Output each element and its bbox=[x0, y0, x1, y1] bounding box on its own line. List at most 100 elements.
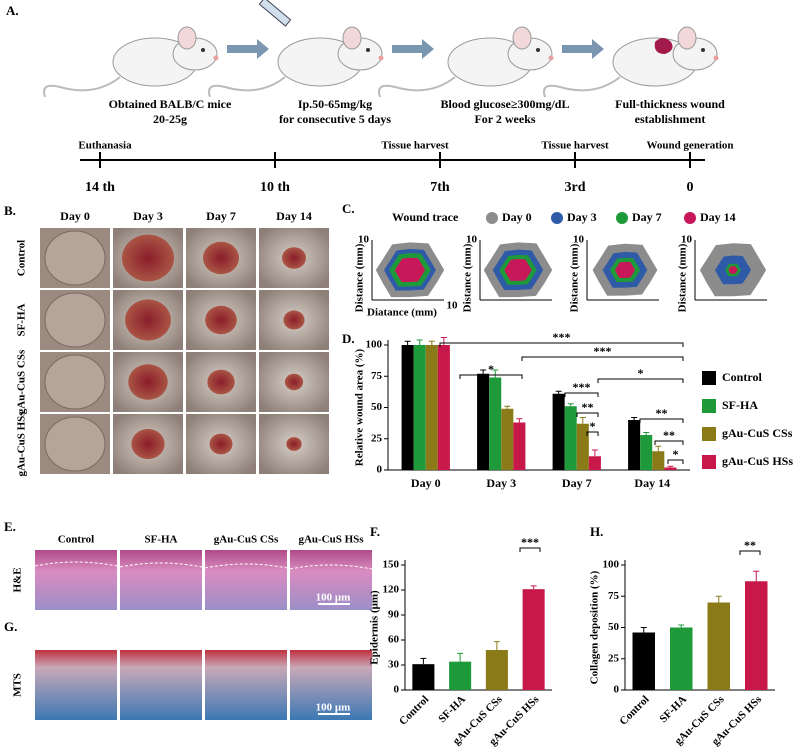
bar bbox=[401, 345, 414, 470]
significance-bracket bbox=[586, 431, 599, 436]
significance-bracket bbox=[576, 412, 599, 417]
mouse-icon bbox=[378, 26, 554, 98]
bar bbox=[449, 661, 472, 690]
y-axis-label: Distance (mm) bbox=[677, 243, 689, 312]
wound bbox=[205, 305, 237, 335]
bar bbox=[564, 406, 577, 470]
legend-dot bbox=[551, 212, 563, 224]
y-tick-label: 100 bbox=[366, 339, 383, 351]
wound bbox=[284, 373, 304, 391]
error-bar bbox=[480, 369, 487, 374]
column-header: gAu-CuS CSs bbox=[214, 534, 279, 546]
bar bbox=[652, 451, 665, 470]
column-header: Day 14 bbox=[276, 209, 312, 223]
error-bar bbox=[420, 657, 427, 665]
mouse-tail bbox=[543, 76, 621, 98]
bar bbox=[664, 467, 677, 470]
significance-bracket bbox=[521, 356, 684, 361]
significance-bracket bbox=[739, 550, 761, 555]
y-tick-label: 30 bbox=[388, 659, 400, 671]
legend-label: gAu-CuS CSs bbox=[722, 426, 793, 440]
y-axis-label: Epidermis (μm) bbox=[369, 590, 381, 665]
histology-image bbox=[205, 550, 287, 610]
epidermis-line bbox=[34, 561, 118, 567]
column-header: SF-HA bbox=[145, 534, 178, 546]
error-bar bbox=[504, 405, 511, 409]
y-tick-label: 50 bbox=[371, 401, 383, 413]
bar bbox=[632, 632, 655, 690]
axis-tick: 10 bbox=[447, 300, 459, 312]
epidermis-line bbox=[119, 562, 203, 568]
syringe bbox=[258, 0, 292, 27]
error-bar bbox=[678, 624, 685, 628]
y-tick-label: 150 bbox=[383, 559, 400, 571]
wound-trace bbox=[614, 261, 636, 279]
histology-image bbox=[290, 550, 372, 610]
bar bbox=[522, 589, 545, 690]
bar bbox=[576, 423, 589, 470]
y-axis-label: Distance (mm) bbox=[462, 243, 474, 312]
mouse-eye bbox=[201, 48, 205, 52]
wound bbox=[282, 247, 306, 269]
legend-label: Day 7 bbox=[632, 210, 662, 224]
bar bbox=[477, 373, 490, 470]
step-caption: Obtained BALB/C mice bbox=[109, 97, 232, 111]
step-caption: For 2 weeks bbox=[474, 112, 535, 126]
column-header: Day 0 bbox=[60, 209, 90, 223]
mouse-ear bbox=[342, 26, 362, 50]
error-bar bbox=[428, 340, 435, 345]
x-tick-label: Day 0 bbox=[411, 476, 441, 490]
mouse-eye bbox=[366, 48, 370, 52]
panel-label: B. bbox=[4, 203, 16, 218]
x-tick-label: Control bbox=[397, 693, 431, 727]
bar bbox=[425, 345, 438, 470]
x-axis-label: Diatance (mm) bbox=[367, 307, 437, 319]
bar bbox=[628, 420, 641, 470]
y-axis-label: Distance (mm) bbox=[354, 243, 366, 312]
bar bbox=[670, 627, 693, 690]
wound bbox=[125, 299, 171, 341]
x-tick-label: Day 7 bbox=[562, 476, 592, 490]
mouse-nose bbox=[378, 55, 384, 61]
step-caption: Full-thickness wound bbox=[615, 97, 725, 111]
timeline-day: 3rd bbox=[565, 180, 586, 195]
mouse-tail bbox=[208, 76, 286, 98]
column-header: Control bbox=[58, 534, 94, 546]
error-bar bbox=[579, 417, 586, 424]
step-caption: Blood glucose≥300mg/dL bbox=[441, 97, 570, 111]
row-label: MTS bbox=[12, 673, 24, 697]
legend-title: Wound trace bbox=[392, 210, 459, 224]
wound-trace bbox=[504, 258, 532, 281]
panel-label: C. bbox=[342, 201, 355, 216]
error-bar bbox=[492, 369, 499, 378]
scale-label: 100 μm bbox=[316, 702, 351, 714]
error-bar bbox=[416, 339, 423, 345]
bar bbox=[745, 581, 768, 690]
error-bar bbox=[440, 337, 447, 345]
legend-label: Day 14 bbox=[700, 210, 736, 224]
bar bbox=[485, 650, 508, 690]
skin-flap bbox=[44, 230, 106, 286]
skin-flap bbox=[44, 354, 106, 410]
wound bbox=[122, 234, 174, 282]
legend-dot bbox=[684, 212, 696, 224]
bar bbox=[437, 345, 450, 470]
bar bbox=[489, 377, 502, 470]
mouse-eye bbox=[536, 48, 540, 52]
error-bar bbox=[667, 465, 674, 468]
column-header: Day 3 bbox=[133, 209, 163, 223]
significance-bracket bbox=[667, 459, 684, 464]
legend-swatch bbox=[702, 399, 716, 413]
significance-label: ** bbox=[744, 538, 756, 552]
histology-image bbox=[120, 650, 202, 720]
axis-tick: 10 bbox=[358, 234, 370, 246]
significance-label: *** bbox=[594, 344, 612, 358]
step-caption: for consecutive 5 days bbox=[279, 112, 391, 126]
mouse-tail bbox=[43, 76, 121, 98]
panel-label: F. bbox=[370, 524, 380, 539]
significance-label: * bbox=[638, 366, 644, 380]
error-bar bbox=[631, 417, 638, 420]
panel-label: E. bbox=[4, 519, 16, 534]
y-tick-label: 50 bbox=[608, 621, 620, 633]
